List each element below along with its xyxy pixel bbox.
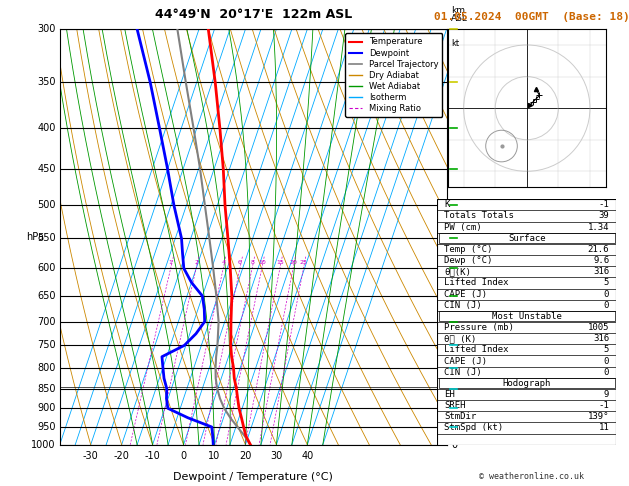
Text: 9: 9 (604, 390, 610, 399)
Text: 139°: 139° (587, 412, 610, 421)
Text: 2: 2 (194, 260, 198, 265)
Text: 400: 400 (38, 123, 56, 134)
Text: © weatheronline.co.uk: © weatheronline.co.uk (479, 472, 584, 481)
Text: 0: 0 (604, 368, 610, 377)
Text: 300: 300 (38, 24, 56, 34)
Text: 5: 5 (604, 346, 610, 354)
Text: 10: 10 (258, 260, 265, 265)
Text: Lifted Index: Lifted Index (444, 346, 509, 354)
Text: 0: 0 (604, 301, 610, 310)
Text: 316: 316 (593, 334, 610, 343)
Text: CAPE (J): CAPE (J) (444, 357, 487, 365)
Text: 15: 15 (276, 260, 284, 265)
Text: 350: 350 (37, 77, 56, 87)
Text: LCL: LCL (451, 382, 466, 391)
Text: 10: 10 (208, 451, 221, 461)
Text: 850: 850 (37, 383, 56, 394)
Text: -1: -1 (599, 200, 610, 209)
Text: 6: 6 (238, 260, 242, 265)
Text: 40: 40 (301, 451, 313, 461)
Text: kt: kt (451, 39, 459, 48)
Text: Most Unstable: Most Unstable (492, 312, 562, 321)
Text: 4: 4 (221, 260, 225, 265)
Text: 44°49'N  20°17'E  122m ASL: 44°49'N 20°17'E 122m ASL (155, 8, 352, 21)
Text: 950: 950 (37, 422, 56, 432)
Text: 39: 39 (599, 211, 610, 221)
Text: 0: 0 (451, 440, 457, 450)
Text: 450: 450 (37, 164, 56, 174)
Text: 01.05.2024  00GMT  (Base: 18): 01.05.2024 00GMT (Base: 18) (433, 12, 629, 22)
Text: 20: 20 (239, 451, 252, 461)
FancyBboxPatch shape (439, 312, 615, 321)
Text: 750: 750 (37, 340, 56, 350)
Text: 0: 0 (604, 290, 610, 298)
Text: PW (cm): PW (cm) (444, 223, 482, 232)
Text: 21.6: 21.6 (587, 245, 610, 254)
Text: -20: -20 (114, 451, 130, 461)
Text: 2: 2 (451, 363, 457, 373)
Text: 6: 6 (451, 200, 457, 210)
Text: CIN (J): CIN (J) (444, 301, 482, 310)
Legend: Temperature, Dewpoint, Parcel Trajectory, Dry Adiabat, Wet Adiabat, Isotherm, Mi: Temperature, Dewpoint, Parcel Trajectory… (345, 34, 442, 117)
Text: CIN (J): CIN (J) (444, 368, 482, 377)
Text: -10: -10 (145, 451, 160, 461)
Text: -30: -30 (83, 451, 99, 461)
Text: 0: 0 (604, 357, 610, 365)
Text: 1005: 1005 (587, 323, 610, 332)
Text: 3: 3 (451, 316, 457, 327)
Text: θᴄ(K): θᴄ(K) (444, 267, 471, 276)
Text: Pressure (mb): Pressure (mb) (444, 323, 514, 332)
Text: Mixing Ratio (g/kg): Mixing Ratio (g/kg) (473, 197, 482, 277)
Text: 1.34: 1.34 (587, 223, 610, 232)
Text: θᴄ (K): θᴄ (K) (444, 334, 477, 343)
Text: 1000: 1000 (31, 440, 56, 450)
Text: 8: 8 (250, 260, 254, 265)
Text: 650: 650 (37, 291, 56, 301)
Text: Hodograph: Hodograph (503, 379, 551, 388)
Text: -1: -1 (599, 401, 610, 410)
Text: 1: 1 (451, 403, 457, 413)
Text: CAPE (J): CAPE (J) (444, 290, 487, 298)
Text: EH: EH (444, 390, 455, 399)
Text: 25: 25 (299, 260, 308, 265)
Text: 316: 316 (593, 267, 610, 276)
Text: 700: 700 (37, 316, 56, 327)
Text: 8: 8 (451, 123, 457, 134)
Text: 5: 5 (451, 233, 457, 243)
Text: 5: 5 (604, 278, 610, 287)
Text: 600: 600 (38, 263, 56, 274)
Text: 9.6: 9.6 (593, 256, 610, 265)
Text: StmDir: StmDir (444, 412, 477, 421)
Text: 11: 11 (599, 423, 610, 433)
Text: 4: 4 (451, 263, 457, 274)
Text: 550: 550 (37, 233, 56, 243)
Text: K: K (444, 200, 450, 209)
Text: 900: 900 (38, 403, 56, 413)
Text: 30: 30 (270, 451, 282, 461)
Text: Dewp (°C): Dewp (°C) (444, 256, 493, 265)
Text: StmSpd (kt): StmSpd (kt) (444, 423, 503, 433)
Text: 0: 0 (181, 451, 187, 461)
Text: SREH: SREH (444, 401, 466, 410)
Text: 1: 1 (169, 260, 172, 265)
Text: Lifted Index: Lifted Index (444, 278, 509, 287)
Text: Temp (°C): Temp (°C) (444, 245, 493, 254)
Text: Dewpoint / Temperature (°C): Dewpoint / Temperature (°C) (173, 472, 333, 482)
Text: 800: 800 (38, 363, 56, 373)
Text: Surface: Surface (508, 234, 545, 243)
FancyBboxPatch shape (439, 378, 615, 388)
Text: km
ASL: km ASL (451, 6, 468, 23)
Text: 20: 20 (289, 260, 297, 265)
Text: 500: 500 (37, 200, 56, 210)
FancyBboxPatch shape (437, 199, 616, 445)
FancyBboxPatch shape (439, 233, 615, 243)
Text: hPa: hPa (26, 232, 43, 242)
Text: Totals Totals: Totals Totals (444, 211, 514, 221)
Text: 7: 7 (451, 164, 457, 174)
